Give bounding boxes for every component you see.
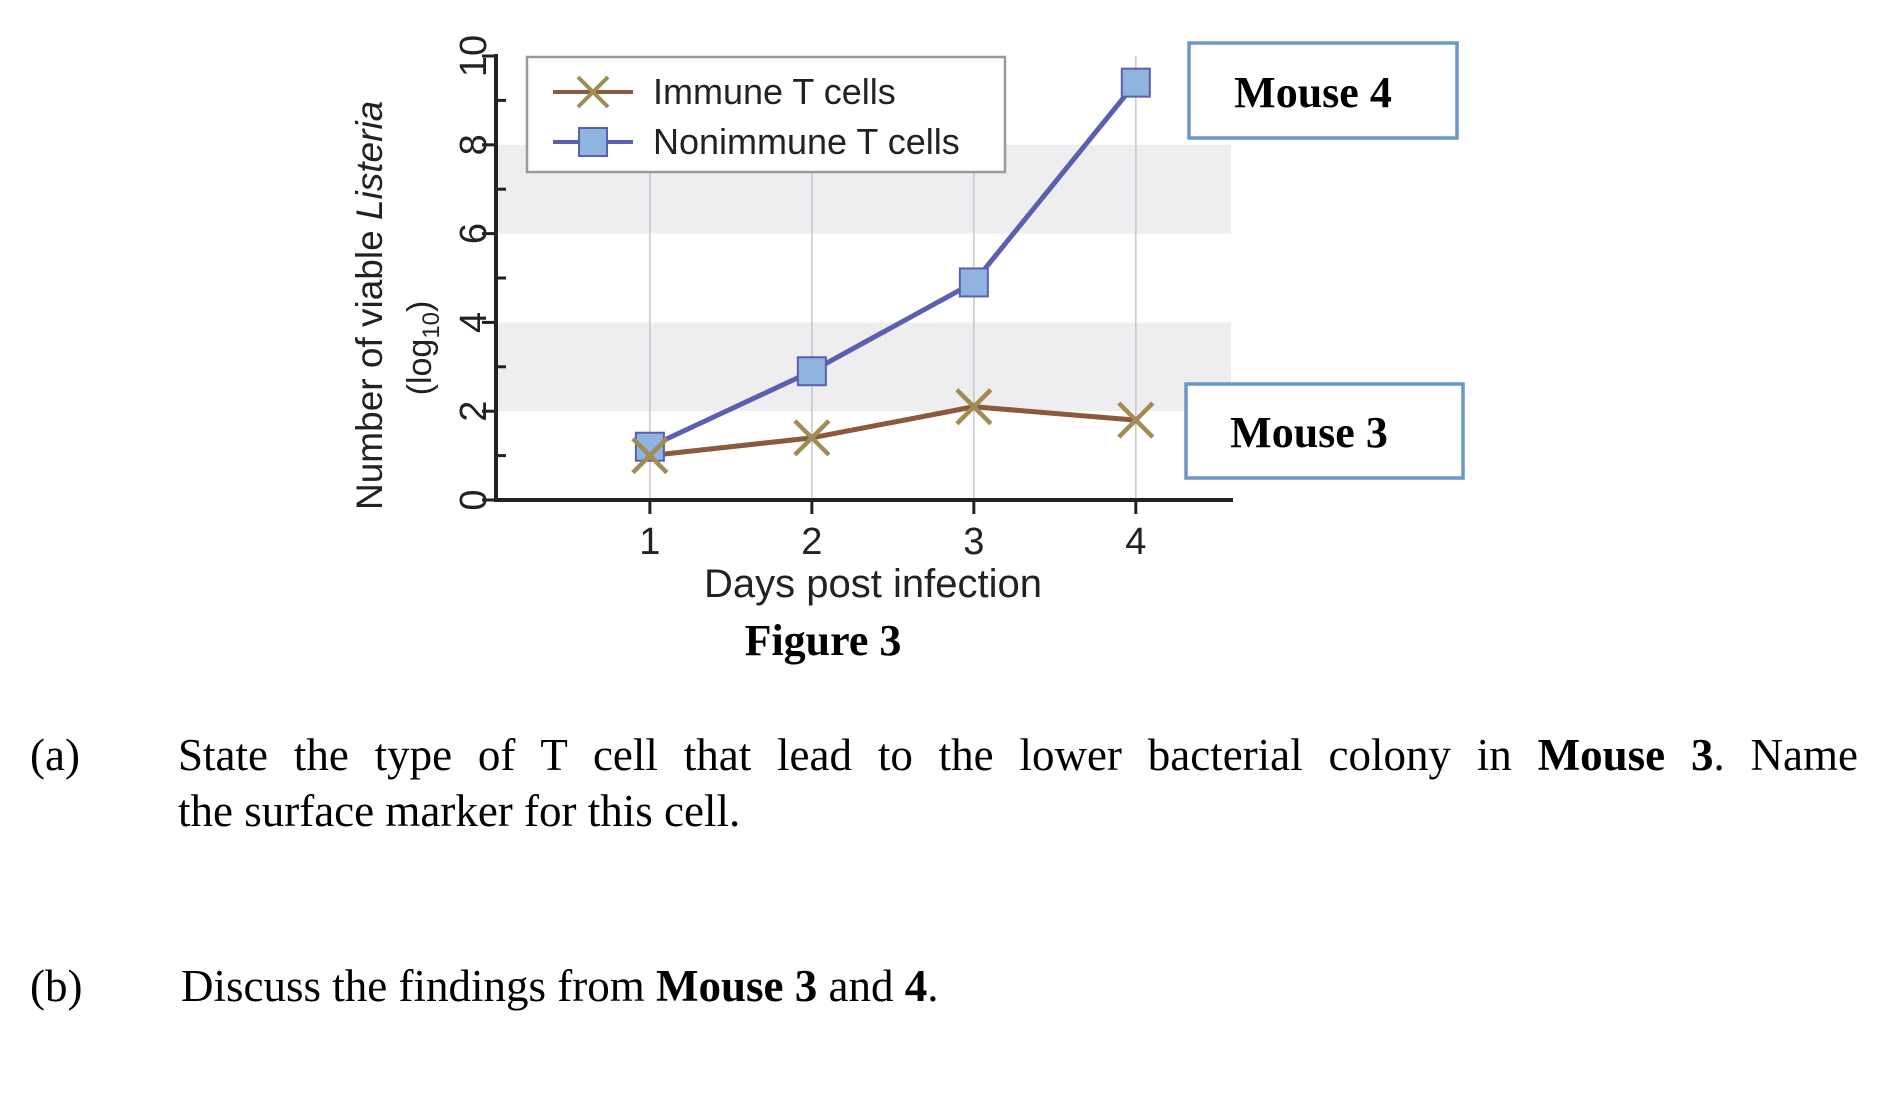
- legend-marker-immune: [576, 75, 610, 109]
- x-axis-label: Days post infection: [704, 562, 1042, 606]
- axes: [482, 54, 1233, 514]
- legend-label-nonimmune: Nonimmune T cells: [653, 121, 960, 162]
- question-b-number: (b): [30, 961, 83, 1011]
- mouse-3-box: [1184, 382, 1465, 480]
- y-axis-label: Number of viable Listeria: [349, 101, 390, 510]
- y-tick-label-2: 2: [453, 401, 495, 422]
- legend-label-immune: Immune T cells: [653, 71, 896, 112]
- y-tick-label-6: 6: [453, 223, 495, 244]
- x-tick-label-3: 3: [963, 521, 984, 563]
- x-tick-label-2: 2: [801, 521, 822, 563]
- y-tick-label-4: 4: [453, 312, 495, 333]
- y-tick-label-0: 0: [453, 489, 495, 510]
- shaded-band-1: [496, 322, 1231, 412]
- legend-marker-nonimmune: [578, 127, 608, 157]
- question-b: (b) Discuss the findings from Mouse 3 an…: [0, 958, 1886, 1018]
- x-tick-label-4: 4: [1125, 521, 1146, 563]
- question-a-line-1: State the type of T cell that lead to th…: [178, 730, 1858, 780]
- legend: Immune T cells Nonimmune T cells: [525, 55, 1007, 174]
- point-immune-t-cells-day-1: [631, 437, 669, 475]
- x-tick-labels: 1 2 3 4: [639, 521, 1146, 563]
- question-b-text: Discuss the findings from Mouse 3 and 4.: [181, 961, 939, 1011]
- series-line-immune-t-cells: [649, 404, 1137, 459]
- series-group: [631, 67, 1155, 475]
- shaded-bands: [496, 144, 1231, 412]
- figure-caption: Figure 3: [745, 616, 902, 665]
- y-tick-label-8: 8: [453, 134, 495, 155]
- y-tick-labels: 0 2 4 6 8 10: [453, 35, 495, 511]
- mouse-4-box: [1187, 41, 1459, 140]
- y-axis-unit: (log10): [401, 301, 445, 396]
- question-a: (a) State the type of T cell that lead t…: [0, 727, 1886, 847]
- point-nonimmune-t-cells-day-2: [796, 356, 827, 387]
- series-line-nonimmune-t-cells: [648, 81, 1138, 449]
- point-nonimmune-t-cells-day-4: [1120, 67, 1151, 98]
- y-tick-label-10: 10: [453, 35, 495, 77]
- question-a-line-2: the surface marker for this cell.: [178, 786, 741, 836]
- point-immune-t-cells-day-4: [1117, 401, 1155, 439]
- question-a-number: (a): [30, 730, 80, 780]
- point-immune-t-cells-day-2: [793, 419, 831, 457]
- mouse-4-label: Mouse 4: [1234, 68, 1392, 117]
- x-tick-label-1: 1: [639, 521, 660, 563]
- point-nonimmune-t-cells-day-3: [958, 267, 989, 298]
- point-immune-t-cells-day-3: [955, 388, 993, 426]
- mouse-3-label: Mouse 3: [1230, 408, 1388, 457]
